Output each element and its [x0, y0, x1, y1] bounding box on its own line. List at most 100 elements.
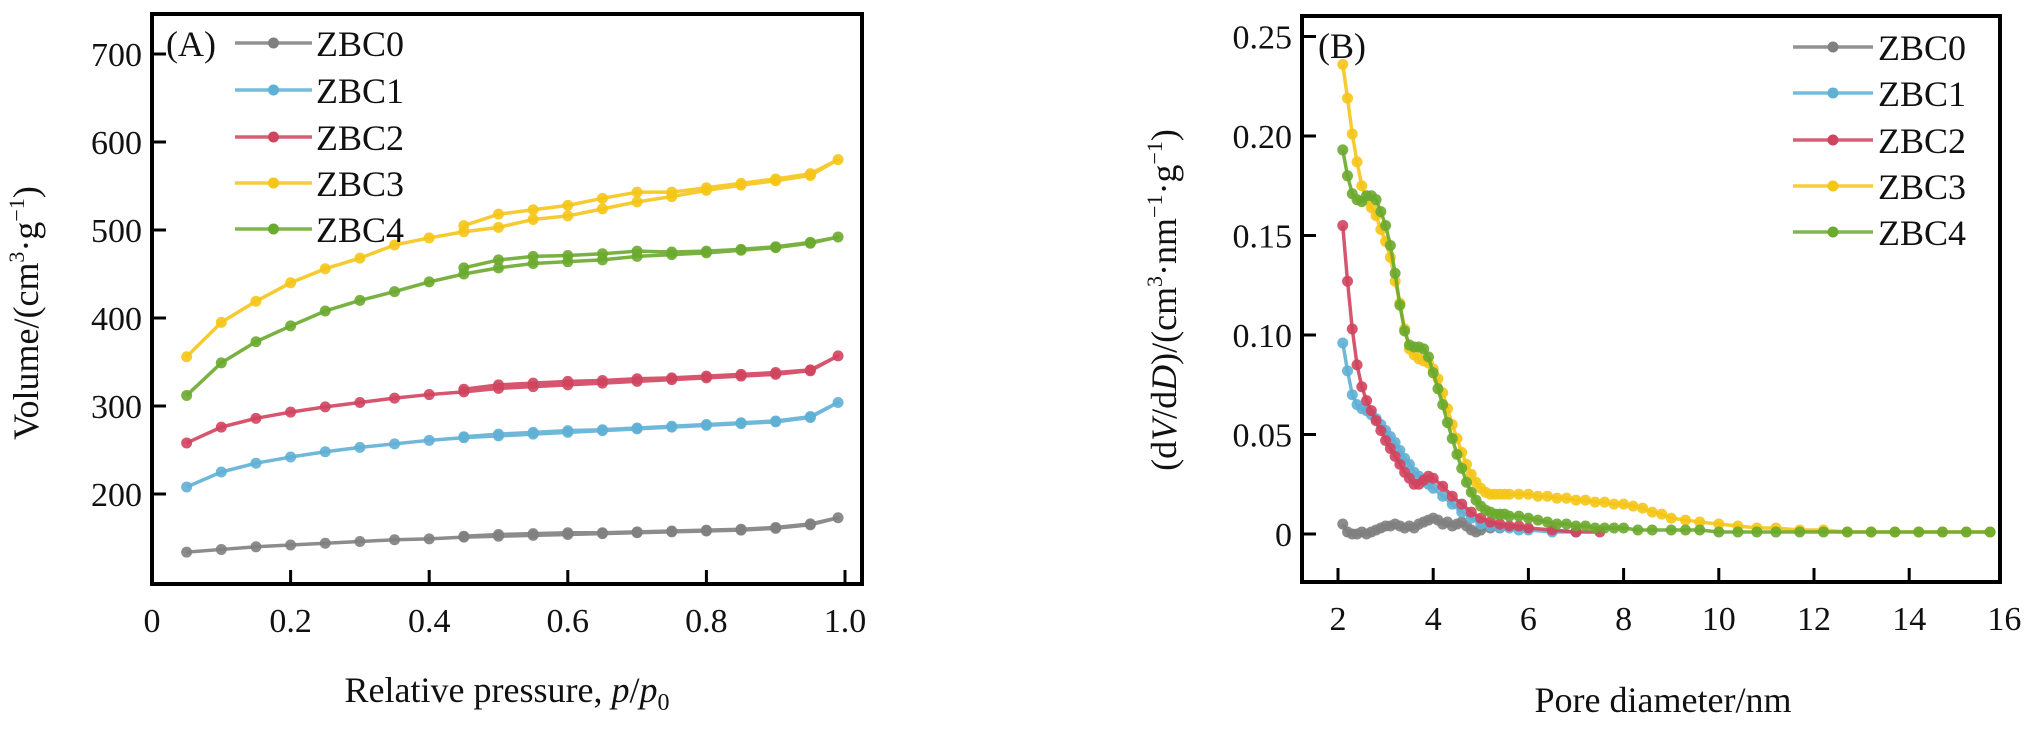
panel-a-point-zbc3 — [666, 186, 678, 198]
panel-b-point-zbc3 — [1513, 488, 1525, 500]
panel-a-point-zbc2 — [631, 373, 643, 385]
panel-b-point-zbc4 — [1618, 522, 1630, 534]
panel-b-point-zbc3 — [1356, 180, 1368, 192]
panel-b-point-zbc4 — [1570, 520, 1582, 532]
panel-b-point-zbc2 — [1494, 518, 1506, 530]
panel-a-legend-label: ZBC0 — [316, 24, 404, 64]
panel-b-point-zbc2 — [1380, 434, 1392, 446]
panel-a-point-zbc4 — [389, 286, 401, 298]
panel-a-point-zbc4 — [666, 246, 678, 258]
panel-a-legend-label: ZBC2 — [316, 118, 404, 158]
panel-a-point-zbc3 — [493, 221, 504, 233]
panel-a-frame — [150, 12, 864, 586]
panel-a-ticks: 0 0.2 0.4 0.6 0.8 1.0 200 300 400 500 600 700 — [91, 37, 866, 640]
panel-b-label: (B) — [1318, 26, 1366, 66]
panel-a-point-zbc4 — [562, 250, 574, 262]
panel-b-point-zbc4 — [1394, 299, 1406, 311]
panel-b-point-zbc2 — [1456, 498, 1468, 510]
panel-a-point-zbc3 — [285, 277, 297, 289]
panel-a-point-zbc1 — [493, 428, 504, 440]
panel-b-point-zbc3 — [1713, 518, 1725, 530]
panel-a-point-zbc2 — [423, 389, 435, 401]
panel-a-point-zbc1 — [181, 481, 193, 493]
panel-a-legend-marker — [268, 84, 279, 96]
panel-b-point-zbc2 — [1361, 395, 1373, 407]
panel-b-frame — [1300, 14, 2002, 584]
panel-b-point-zbc3 — [1570, 494, 1582, 506]
panel-a-xtick-label: 0.2 — [269, 603, 312, 640]
panel-a-ytick-label: 200 — [91, 477, 142, 514]
panel-a-point-zbc2 — [493, 379, 504, 391]
panel-b-ticks: 2 4 6 8 10 12 14 16 0 0.05 0.10 0.15 0.20 0.25 — [1233, 20, 2022, 639]
panel-a-point-zbc1 — [700, 418, 712, 430]
panel-a-legend-label: ZBC1 — [316, 71, 404, 111]
panel-a-point-zbc2 — [562, 375, 574, 387]
panel-b-ytick-label: 0.20 — [1233, 119, 1293, 156]
panel-b-point-zbc4 — [1560, 518, 1572, 530]
panel-b-point-zbc4 — [1580, 520, 1592, 532]
panel-b-point-zbc2 — [1337, 220, 1349, 232]
panel-b-point-zbc3 — [1541, 490, 1553, 502]
panel-a-legend-label: ZBC4 — [316, 210, 404, 250]
panel-b-point-zbc4 — [1608, 522, 1620, 534]
panel-a-point-zbc0 — [423, 533, 435, 545]
panel-a-point-zbc1 — [832, 396, 844, 408]
panel-a-point-zbc3 — [493, 208, 504, 220]
panel-a-point-zbc2 — [354, 396, 366, 408]
panel-a-point-zbc2 — [215, 421, 227, 433]
panel-a-legend-marker — [268, 177, 279, 189]
panel-a-point-zbc2 — [700, 370, 712, 382]
panel-b-point-zbc1 — [1337, 337, 1349, 349]
panel-b-point-zbc2 — [1375, 425, 1387, 437]
panel-a-point-zbc3 — [389, 239, 401, 251]
panel-b-line-zbc2 — [1341, 225, 1600, 534]
panel-a-point-zbc0 — [319, 537, 331, 549]
panel-b-point-zbc3 — [1532, 490, 1544, 502]
panel-a-point-zbc1 — [215, 466, 227, 478]
panel-b-point-zbc3 — [1342, 92, 1354, 104]
panel-b-series-zbc4 — [1337, 144, 1996, 538]
panel-b-point-zbc3 — [1646, 506, 1658, 518]
panel-a-point-zbc4 — [735, 243, 747, 255]
panel-b-series-zbc0 — [1337, 512, 1506, 540]
panel-a-point-zbc0 — [666, 525, 678, 537]
panel-b-legend-label: ZBC0 — [1878, 28, 1966, 68]
panel-b-point-zbc4 — [1841, 526, 1853, 538]
panel-a-point-zbc3 — [527, 213, 539, 225]
panel-b-point-zbc4 — [1441, 417, 1453, 429]
panel-b-point-zbc2 — [1513, 520, 1525, 532]
panel-a-point-zbc4 — [804, 236, 816, 248]
panel-a-point-zbc1 — [596, 424, 608, 436]
panel-a-point-zbc3 — [527, 204, 539, 216]
panel-a-point-zbc1 — [631, 422, 643, 434]
panel-a-point-zbc3 — [700, 182, 712, 194]
panel-b-point-zbc4 — [1418, 343, 1430, 355]
panel-b-legend-marker — [1827, 87, 1839, 99]
panel-a-point-zbc3 — [562, 199, 574, 211]
panel-b-point-zbc4 — [1732, 526, 1744, 538]
panel-a-point-zbc1 — [389, 438, 401, 450]
panel-b-point-zbc3 — [1665, 512, 1677, 524]
panel-a-point-zbc3 — [319, 263, 331, 275]
panel-b-legend-item: ZBC0 — [1793, 28, 1966, 68]
panel-a-point-zbc2 — [285, 406, 297, 418]
panel-a-point-zbc0 — [527, 528, 539, 540]
panel-a-point-zbc1 — [770, 415, 782, 427]
panel-b-point-zbc3 — [1656, 508, 1668, 520]
panel-a-point-zbc1 — [562, 425, 574, 437]
panel-b-point-zbc1 — [1446, 498, 1458, 510]
panel-a-point-zbc4 — [493, 254, 504, 266]
panel-b-point-zbc4 — [1375, 206, 1387, 218]
panel-a-point-zbc3 — [250, 295, 262, 307]
panel-a-point-zbc1 — [285, 451, 297, 463]
panel-a-xtick-label: 1.0 — [824, 603, 867, 640]
panel-a-point-zbc3 — [354, 252, 366, 264]
panel-b-point-zbc3 — [1608, 498, 1620, 510]
panel-a-point-zbc4 — [250, 336, 262, 348]
panel-b-point-zbc3 — [1346, 128, 1358, 140]
panel-a-point-zbc4 — [631, 245, 643, 257]
panel-b-ytick-label: 0.15 — [1233, 219, 1293, 256]
panel-b-line-zbc4 — [1341, 149, 1991, 534]
panel-b-xtick-label: 14 — [1892, 601, 1926, 638]
